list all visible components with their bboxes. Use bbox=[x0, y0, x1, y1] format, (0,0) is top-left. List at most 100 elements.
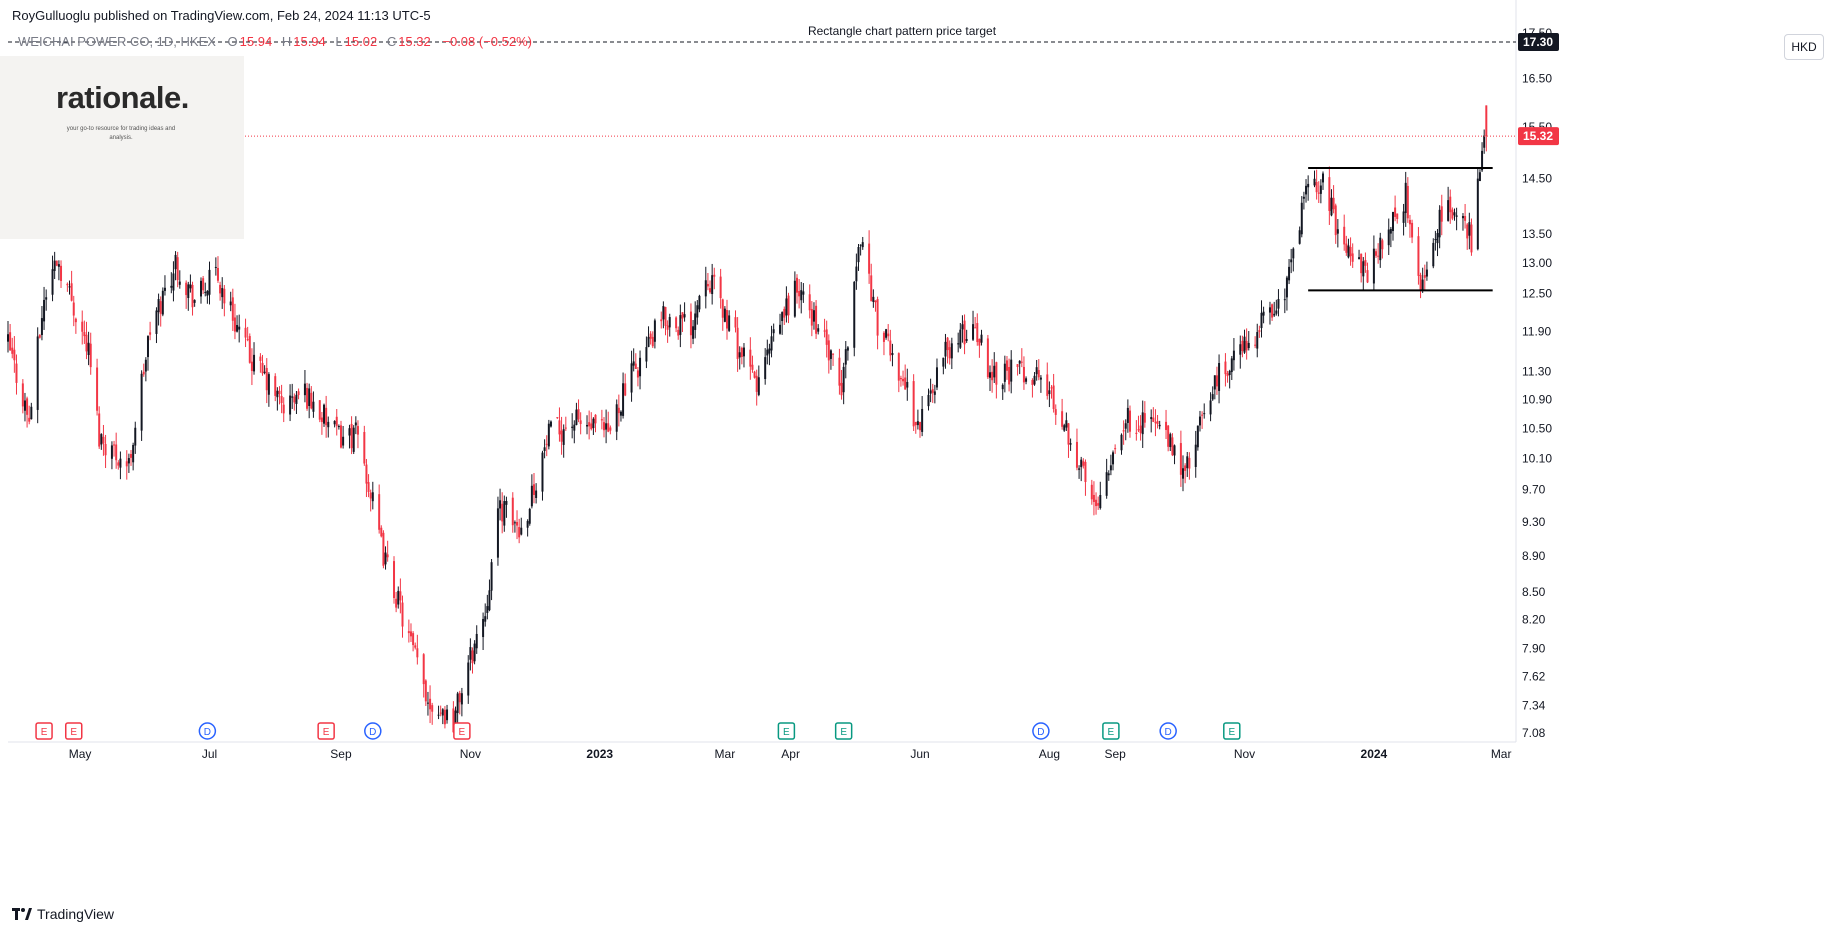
candle-body bbox=[1288, 266, 1291, 281]
earnings-event-icon[interactable]: E bbox=[317, 722, 335, 740]
candle-body bbox=[1165, 421, 1168, 430]
candle-body bbox=[113, 444, 116, 446]
candle-body bbox=[15, 363, 18, 383]
candle-body bbox=[1232, 350, 1235, 361]
earnings-event-icon[interactable]: E bbox=[834, 722, 853, 740]
candle-body bbox=[1169, 434, 1172, 448]
candle-body bbox=[562, 429, 565, 445]
drawings: Rectangle chart pattern price target bbox=[8, 24, 1516, 292]
candle-body bbox=[45, 297, 48, 300]
candle-body bbox=[458, 692, 461, 703]
price-tick-label: 11.90 bbox=[1522, 325, 1551, 339]
earnings-event-icon[interactable]: E bbox=[453, 722, 471, 740]
candle-body bbox=[505, 500, 508, 505]
candle-body bbox=[1438, 209, 1441, 238]
candle-body bbox=[233, 317, 236, 332]
candle-body bbox=[1054, 409, 1057, 415]
candle-body bbox=[679, 315, 682, 335]
earnings-event-icon[interactable]: E bbox=[35, 722, 53, 740]
candle-body bbox=[948, 347, 951, 359]
earnings-event-icon[interactable]: E bbox=[777, 722, 796, 740]
candle-body bbox=[1290, 259, 1293, 263]
time-tick-label: Sep bbox=[330, 747, 352, 761]
candle-body bbox=[885, 329, 888, 338]
candle-body bbox=[9, 332, 12, 351]
candle-body bbox=[274, 376, 277, 396]
candle-body bbox=[1345, 243, 1348, 253]
candle-body bbox=[125, 461, 128, 467]
candle-body bbox=[1478, 172, 1481, 182]
tradingview-brand[interactable]: TradingView bbox=[12, 906, 114, 922]
candle-body bbox=[1277, 299, 1280, 309]
candle-body bbox=[1360, 253, 1363, 274]
candle-body bbox=[842, 366, 845, 393]
candle-body bbox=[1328, 177, 1331, 211]
dividend-event-icon[interactable]: D bbox=[1159, 722, 1177, 740]
candle-body bbox=[594, 414, 597, 424]
currency-button[interactable]: HKD bbox=[1784, 34, 1824, 60]
candle-body bbox=[1037, 370, 1040, 378]
candle-body bbox=[664, 306, 667, 326]
time-tick-label: 2023 bbox=[586, 747, 613, 761]
candle-body bbox=[250, 361, 253, 372]
candle-body bbox=[1377, 255, 1380, 257]
candle-body bbox=[1167, 425, 1170, 447]
candle-body bbox=[986, 338, 989, 378]
candle-body bbox=[1063, 425, 1066, 431]
candle-body bbox=[766, 349, 769, 356]
candle-body bbox=[817, 328, 820, 332]
symbol-title[interactable]: WEICHAI POWER CO, 1D, HKEX bbox=[18, 34, 216, 49]
candle-body bbox=[214, 266, 217, 268]
candle-body bbox=[365, 464, 368, 484]
candle-body bbox=[1213, 375, 1216, 390]
low-value: 15.02 bbox=[344, 34, 378, 49]
earnings-event-icon[interactable]: E bbox=[1102, 722, 1120, 740]
candle-body bbox=[1109, 465, 1112, 471]
candle-body bbox=[1035, 367, 1038, 375]
candle-body bbox=[1307, 183, 1310, 188]
candle-body bbox=[946, 337, 949, 351]
dividend-event-icon[interactable]: D bbox=[364, 722, 382, 740]
candle-body bbox=[1016, 364, 1019, 368]
earnings-marker-shape bbox=[64, 722, 83, 740]
candle-body bbox=[1404, 182, 1407, 214]
close-label: C bbox=[386, 34, 397, 49]
candle-body bbox=[931, 389, 934, 393]
candle-body bbox=[957, 343, 960, 345]
dividend-event-icon[interactable]: D bbox=[198, 722, 217, 740]
candle-body bbox=[1069, 443, 1072, 445]
candle-body bbox=[838, 357, 841, 386]
candle-body bbox=[1022, 366, 1025, 383]
time-tick-label: Jun bbox=[910, 747, 929, 761]
candle-body bbox=[446, 709, 449, 721]
candle-body bbox=[1188, 457, 1191, 469]
candle-body bbox=[757, 377, 760, 395]
candle-body bbox=[660, 319, 663, 322]
price-axis[interactable]: 17.5016.5015.5014.5013.5013.0012.5011.90… bbox=[1518, 26, 1559, 740]
candle-body bbox=[528, 509, 531, 524]
candle-body bbox=[721, 299, 724, 318]
candle-body bbox=[1039, 377, 1042, 380]
dividend-event-icon[interactable]: D bbox=[1032, 722, 1050, 740]
candle-body bbox=[96, 367, 99, 411]
candle-body bbox=[263, 371, 266, 373]
candle-body bbox=[630, 363, 633, 393]
candle-body bbox=[30, 406, 33, 420]
candle-body bbox=[456, 693, 459, 714]
candle-body bbox=[899, 378, 902, 380]
candle-body bbox=[802, 291, 805, 295]
candle-body bbox=[253, 354, 256, 372]
earnings-event-icon[interactable]: E bbox=[1223, 722, 1241, 740]
earnings-event-icon[interactable]: E bbox=[64, 722, 83, 740]
candle-body bbox=[1245, 340, 1248, 351]
candle-body bbox=[21, 383, 24, 407]
candle-body bbox=[619, 411, 622, 416]
time-axis[interactable]: May Jul Sep Nov 2023 Mar Apr Jun Aug Sep Nov 2024 Ma… bbox=[69, 747, 1512, 761]
candle-body bbox=[352, 427, 355, 452]
dividend-marker-shape bbox=[1032, 722, 1050, 740]
candle-body bbox=[488, 590, 491, 611]
time-tick-label: Aug bbox=[1039, 747, 1060, 761]
candle-body bbox=[980, 334, 983, 343]
event-marker-letter: E bbox=[459, 727, 466, 738]
